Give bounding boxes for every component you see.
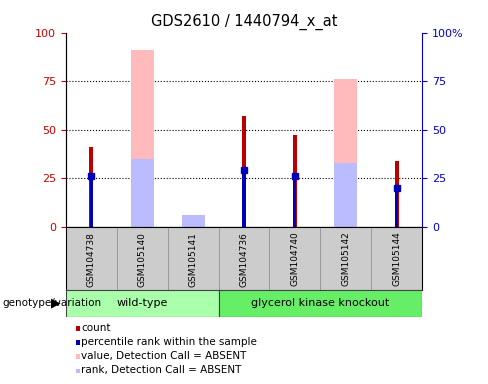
Bar: [293, 176, 296, 227]
Bar: [219, 290, 422, 317]
Bar: [168, 227, 219, 290]
Text: GSM105141: GSM105141: [188, 232, 198, 286]
Bar: [269, 227, 320, 290]
Text: ▶: ▶: [51, 297, 61, 310]
Text: wild-type: wild-type: [117, 298, 168, 308]
Text: GSM105144: GSM105144: [392, 232, 401, 286]
Bar: [371, 227, 422, 290]
Bar: [131, 50, 154, 227]
Text: GDS2610 / 1440794_x_at: GDS2610 / 1440794_x_at: [151, 13, 337, 30]
Bar: [90, 176, 93, 227]
Text: rank, Detection Call = ABSENT: rank, Detection Call = ABSENT: [81, 365, 242, 375]
Bar: [293, 136, 297, 227]
Bar: [131, 159, 154, 227]
Text: GSM105142: GSM105142: [341, 232, 350, 286]
Bar: [320, 227, 371, 290]
Text: GSM104736: GSM104736: [240, 232, 248, 286]
Bar: [182, 215, 204, 227]
Bar: [334, 162, 357, 227]
Bar: [66, 290, 219, 317]
Bar: [89, 147, 93, 227]
Text: GSM104740: GSM104740: [290, 232, 300, 286]
Bar: [219, 227, 269, 290]
Text: percentile rank within the sample: percentile rank within the sample: [81, 337, 257, 347]
Bar: [243, 170, 245, 227]
Bar: [242, 116, 246, 227]
Text: glycerol kinase knockout: glycerol kinase knockout: [251, 298, 389, 308]
Text: value, Detection Call = ABSENT: value, Detection Call = ABSENT: [81, 351, 247, 361]
Text: genotype/variation: genotype/variation: [2, 298, 102, 308]
Text: count: count: [81, 323, 111, 333]
Bar: [395, 161, 399, 227]
Text: GSM104738: GSM104738: [87, 232, 96, 286]
Text: GSM105140: GSM105140: [138, 232, 147, 286]
Bar: [395, 188, 398, 227]
Bar: [117, 227, 168, 290]
Bar: [334, 79, 357, 227]
Bar: [66, 227, 117, 290]
